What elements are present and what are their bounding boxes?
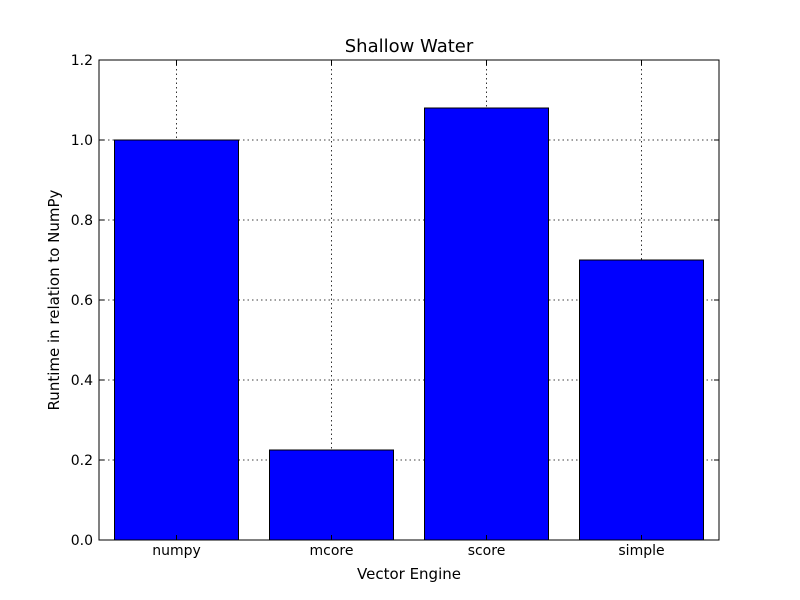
- x-tick-label: simple: [618, 543, 664, 559]
- bar-simple: [579, 259, 704, 541]
- bar-mcore: [269, 449, 394, 541]
- bars-layer: [114, 107, 704, 541]
- y-tick-label: 0.2: [71, 453, 93, 469]
- chart-title: Shallow Water: [345, 36, 474, 57]
- y-tick-label: 1.2: [71, 53, 93, 69]
- y-tick-label: 0.8: [71, 213, 93, 229]
- bar-score: [424, 107, 549, 541]
- y-tick-label: 0.4: [71, 373, 93, 389]
- y-axis-label: Runtime in relation to NumPy: [45, 189, 63, 410]
- x-tick-label: numpy: [152, 543, 201, 559]
- y-tick-label: 1.0: [71, 133, 93, 149]
- x-tick-label: score: [468, 543, 506, 559]
- x-axis-label: Vector Engine: [357, 565, 461, 583]
- x-tick-label: mcore: [310, 543, 354, 559]
- y-tick-label: 0.0: [71, 533, 93, 549]
- bar-numpy: [114, 139, 239, 541]
- ticks-layer: 0.0 0.2 0.4 0.6 0.8 1.0 1.2 numpy mcore score simp…: [71, 53, 719, 559]
- y-tick-label: 0.6: [71, 293, 93, 309]
